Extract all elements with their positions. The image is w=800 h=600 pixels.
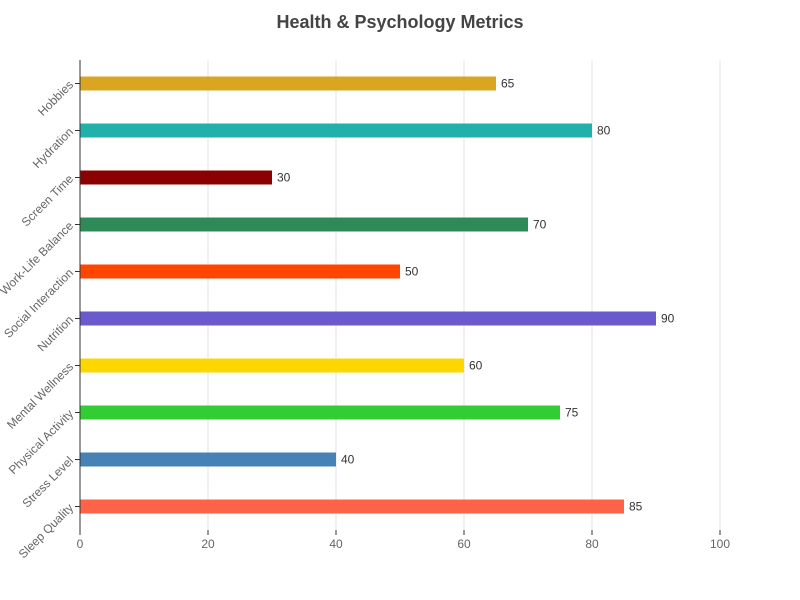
data-label: 65 bbox=[501, 77, 515, 91]
data-label: 60 bbox=[469, 359, 483, 373]
x-tick-label: 80 bbox=[585, 537, 599, 551]
bar-nutrition bbox=[80, 311, 656, 326]
bar-social-interaction bbox=[80, 264, 400, 279]
bar-hydration bbox=[80, 123, 592, 138]
chart-title: Health & Psychology Metrics bbox=[276, 12, 523, 32]
x-tick-label: 60 bbox=[457, 537, 471, 551]
bar-work-life-balance bbox=[80, 217, 528, 232]
y-tick-label: Nutrition bbox=[35, 313, 76, 354]
bar-physical-activity bbox=[80, 405, 560, 420]
data-label: 50 bbox=[405, 265, 419, 279]
bar-screen-time bbox=[80, 170, 272, 185]
bars bbox=[80, 76, 656, 514]
bar-hobbies bbox=[80, 76, 496, 91]
grid-lines bbox=[207, 60, 721, 530]
y-tick-label: Sleep Quality bbox=[16, 501, 76, 561]
y-tick-label: Hobbies bbox=[35, 78, 76, 119]
data-label: 85 bbox=[629, 500, 643, 514]
axes bbox=[75, 60, 721, 535]
data-label: 75 bbox=[565, 406, 579, 420]
x-tick-label: 100 bbox=[710, 537, 730, 551]
y-tick-label: Hydration bbox=[30, 125, 76, 171]
data-label: 70 bbox=[533, 218, 547, 232]
x-tick-label: 0 bbox=[77, 537, 84, 551]
x-tick-label: 40 bbox=[329, 537, 343, 551]
bar-stress-level bbox=[80, 452, 336, 467]
data-label: 30 bbox=[277, 171, 291, 185]
x-tick-label: 20 bbox=[201, 537, 215, 551]
data-label: 80 bbox=[597, 124, 611, 138]
bar-mental-wellness bbox=[80, 358, 464, 373]
data-label: 90 bbox=[661, 312, 675, 326]
data-label: 40 bbox=[341, 453, 355, 467]
bar-sleep-quality bbox=[80, 499, 624, 514]
